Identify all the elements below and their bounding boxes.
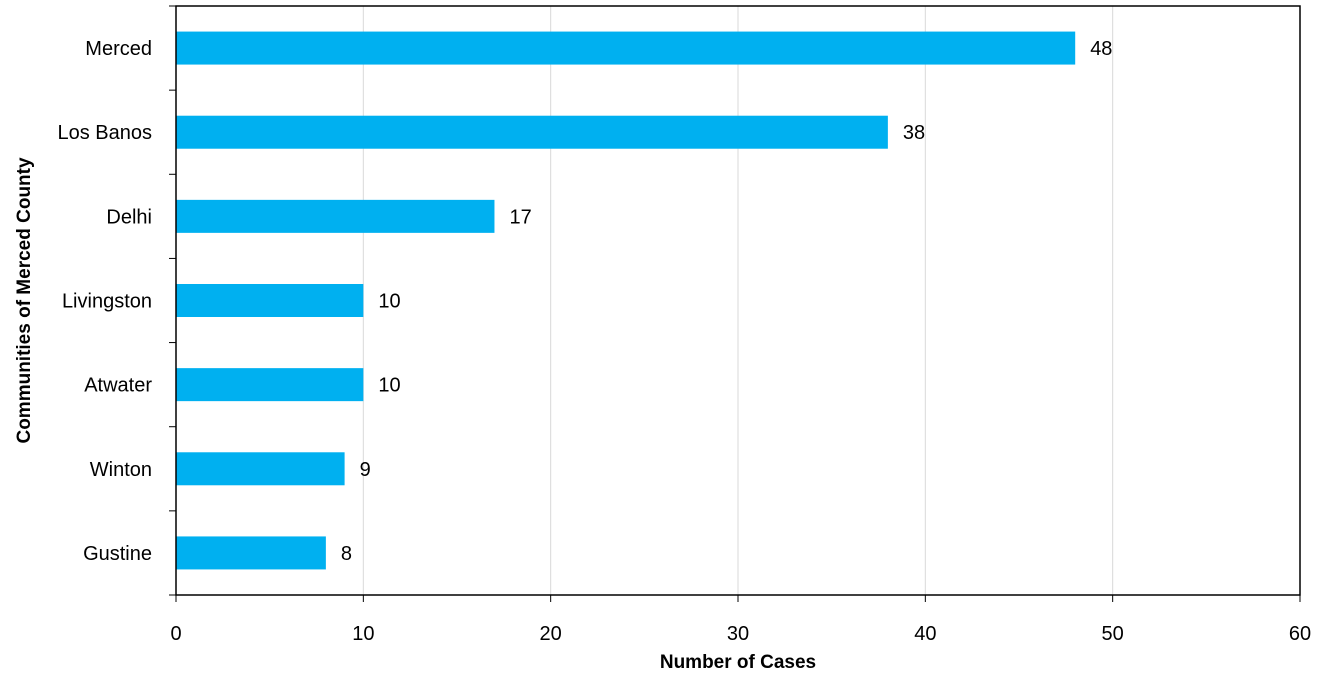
- data-label-delhi: 17: [509, 206, 531, 228]
- axes: [169, 5, 1301, 602]
- x-tick-label-50: 50: [1102, 623, 1124, 645]
- category-label-delhi: Delhi: [106, 206, 152, 228]
- data-label-merced: 48: [1090, 38, 1112, 60]
- category-label-winton: Winton: [90, 459, 152, 481]
- bars: [176, 31, 1076, 570]
- data-label-los-banos: 38: [903, 122, 925, 144]
- category-label-gustine: Gustine: [83, 543, 152, 565]
- category-label-los-banos: Los Banos: [57, 122, 152, 144]
- category-label-livingston: Livingston: [62, 291, 152, 313]
- bar-gustine: [176, 536, 326, 570]
- data-label-livingston: 10: [378, 291, 400, 313]
- bar-los-banos: [176, 115, 888, 149]
- bar-delhi: [176, 199, 495, 233]
- bar-winton: [176, 452, 345, 486]
- x-tick-label-60: 60: [1289, 623, 1311, 645]
- data-label-gustine: 8: [341, 543, 352, 565]
- x-tick-label-0: 0: [170, 623, 181, 645]
- category-label-merced: Merced: [85, 38, 152, 60]
- x-tick-label-10: 10: [352, 623, 374, 645]
- x-tick-label-20: 20: [540, 623, 562, 645]
- data-label-atwater: 10: [378, 375, 400, 397]
- y-axis-title: Communities of Merced County: [14, 157, 35, 444]
- category-label-atwater: Atwater: [84, 375, 152, 397]
- bar-livingston: [176, 284, 364, 317]
- x-tick-label-30: 30: [727, 623, 749, 645]
- grid-lines: [362, 6, 1301, 595]
- data-label-winton: 9: [360, 459, 371, 481]
- x-axis-title: Number of Cases: [660, 652, 816, 673]
- x-tick-label-40: 40: [914, 623, 936, 645]
- labels: 48 Merced 38 Los Banos 17 Delhi 10 Livingston 10…: [57, 38, 1311, 645]
- bar-merced: [176, 31, 1076, 65]
- bar-atwater: [176, 368, 364, 402]
